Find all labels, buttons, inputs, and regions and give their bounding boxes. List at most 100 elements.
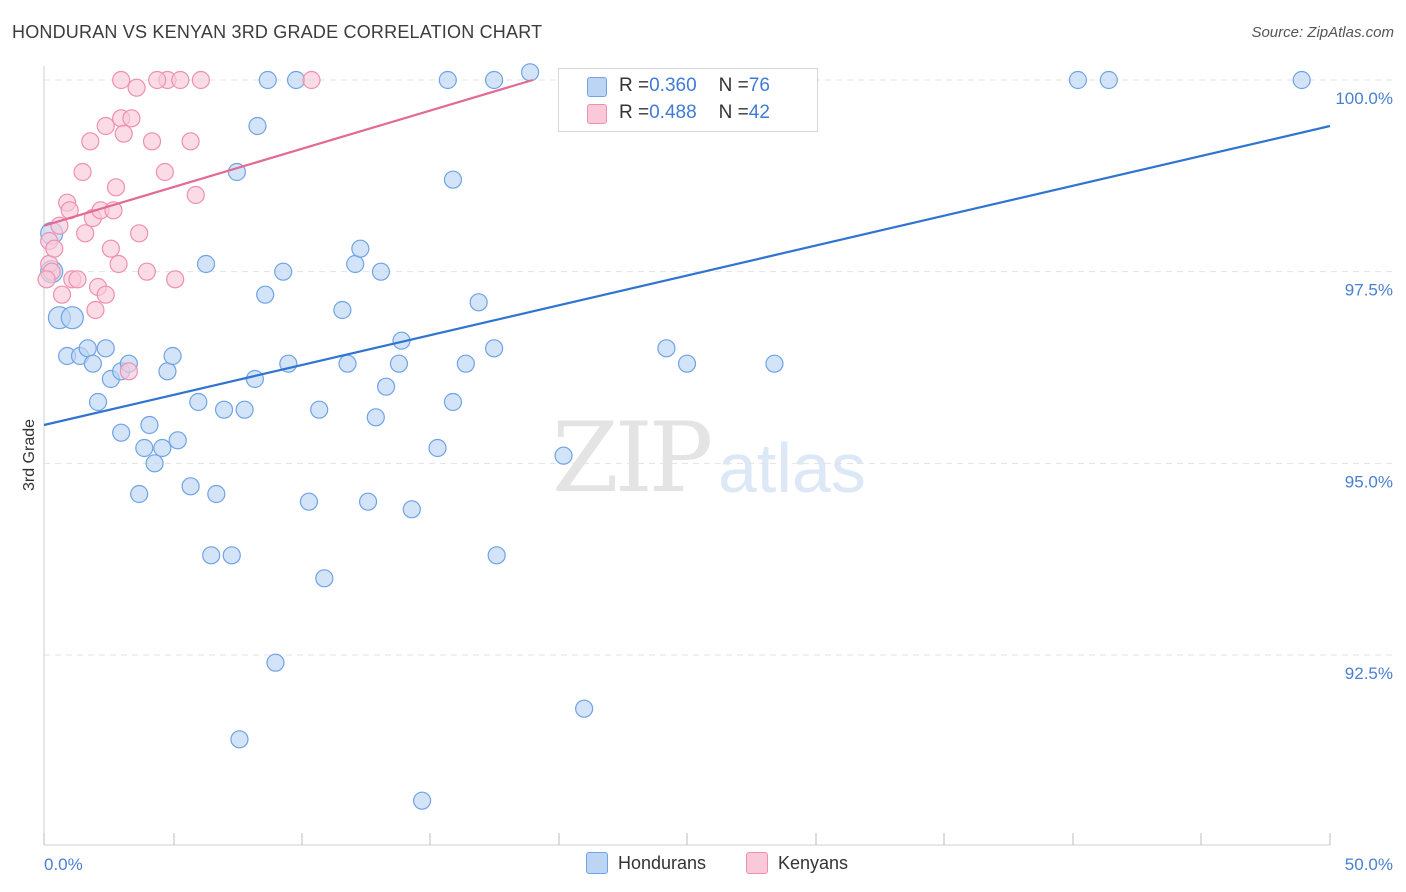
kenyan-n-label: N =: [718, 102, 749, 123]
honduran-point: [256, 285, 275, 304]
honduran-trend-line: [43, 124, 1331, 427]
honduran-point: [207, 484, 226, 504]
kenyan-point: [130, 224, 149, 243]
honduran-point: [438, 70, 457, 90]
honduran-point: [163, 346, 182, 366]
honduran-point: [286, 70, 306, 90]
y-tick-label: 92.5%: [1345, 664, 1393, 683]
honduran-point: [78, 339, 97, 358]
honduran-point: [158, 362, 177, 381]
kenyan-point: [76, 224, 95, 243]
honduran-point: [366, 408, 385, 427]
honduran-point: [351, 239, 370, 258]
y-tick-label: 95.0%: [1345, 472, 1393, 491]
kenyan-point: [302, 70, 321, 90]
kenyan-n-value: 42: [748, 102, 770, 123]
honduran-point: [469, 293, 488, 312]
honduran-point: [554, 446, 573, 465]
honduran-point: [333, 300, 352, 320]
honduran-point: [130, 484, 149, 504]
honduran-point: [258, 70, 277, 90]
honduran-point: [310, 400, 329, 419]
honduran-point: [389, 354, 409, 373]
honduran-point: [145, 454, 164, 473]
kenyan-point: [127, 78, 146, 97]
honduran-point: [443, 170, 463, 189]
kenyan-trend-line: [43, 78, 533, 227]
honduran-point: [235, 400, 254, 419]
legend-item-hondurans[interactable]: Hondurans: [586, 852, 706, 874]
tick-labels: 92.5% 95.0% 97.5% 100.0% 0.0% 50.0% 3rd Grade: [21, 89, 1393, 874]
kenyan-point: [155, 162, 174, 182]
honduran-point: [677, 354, 697, 373]
kenyan-point: [181, 132, 200, 151]
series-legend: Hondurans Kenyans: [0, 852, 1406, 878]
honduran-n-value: 76: [748, 75, 770, 96]
kenyan-point: [37, 270, 56, 289]
kenyan-point: [101, 239, 120, 258]
honduran-point: [521, 63, 540, 82]
watermark-zip: ZIP: [552, 402, 713, 514]
honduran-point: [88, 392, 108, 412]
y-tick-label: 97.5%: [1345, 281, 1393, 300]
honduran-point: [575, 699, 594, 718]
honduran-point: [140, 415, 159, 435]
honduran-point: [376, 377, 396, 396]
kenyan-point: [142, 132, 162, 151]
honduran-point: [456, 354, 475, 373]
kenyan-point: [68, 270, 87, 289]
x-tick-label-max: 50.0%: [1345, 855, 1393, 874]
honduran-point: [202, 546, 221, 565]
kenyan-point: [45, 239, 64, 258]
trend-lines: [43, 78, 1331, 427]
kenyan-r-value: 0.488: [649, 102, 697, 123]
honduran-point: [402, 500, 421, 519]
honduran-point: [266, 653, 285, 672]
honduran-point: [358, 492, 378, 511]
honduran-point: [135, 438, 154, 458]
honduran-point: [487, 546, 506, 565]
data-points: [37, 63, 1311, 810]
hondurans-swatch: [586, 852, 608, 874]
honduran-point: [299, 492, 319, 511]
kenyan-swatch: [587, 104, 607, 124]
kenyan-point: [81, 132, 100, 151]
kenyan-point: [191, 70, 210, 90]
honduran-point: [1292, 70, 1311, 90]
honduran-point: [112, 423, 131, 442]
legend-label-hondurans: Hondurans: [618, 852, 707, 873]
kenyan-point: [112, 70, 131, 90]
stats-legend: R = 0.360 N = 76 R = 0.488 N = 42: [558, 68, 818, 132]
honduran-point: [315, 569, 334, 588]
kenyan-point: [171, 70, 190, 90]
kenyan-point: [148, 70, 167, 90]
kenyan-point: [86, 300, 105, 320]
x-tick-label-min: 0.0%: [44, 855, 83, 874]
kenyan-stats: R = 0.488 N = 42: [619, 101, 770, 125]
chart-title: HONDURAN VS KENYAN 3RD GRADE CORRELATION…: [12, 22, 543, 42]
kenyan-point: [119, 362, 138, 381]
honduran-r-value: 0.360: [649, 75, 697, 96]
kenyan-point: [96, 285, 115, 304]
kenyan-point: [166, 270, 185, 289]
honduran-point: [83, 354, 102, 373]
y-axis-title: 3rd Grade: [21, 419, 38, 491]
kenyan-point: [114, 124, 133, 143]
kenyan-point: [106, 178, 126, 197]
honduran-point: [657, 339, 676, 358]
source-label: Source: ZipAtlas.com: [1251, 24, 1394, 41]
honduran-point: [1099, 70, 1118, 90]
honduran-point: [428, 438, 447, 458]
honduran-point: [245, 369, 265, 389]
kenyan-point: [122, 109, 141, 128]
legend-item-kenyans[interactable]: Kenyans: [746, 852, 848, 874]
honduran-r-label: R =: [619, 75, 650, 96]
honduran-point: [248, 116, 267, 136]
honduran-point: [443, 392, 463, 412]
honduran-point: [181, 477, 200, 496]
honduran-point: [346, 254, 365, 274]
honduran-point: [168, 431, 187, 450]
kenyan-point: [52, 285, 72, 304]
honduran-n-label: N =: [718, 75, 749, 96]
